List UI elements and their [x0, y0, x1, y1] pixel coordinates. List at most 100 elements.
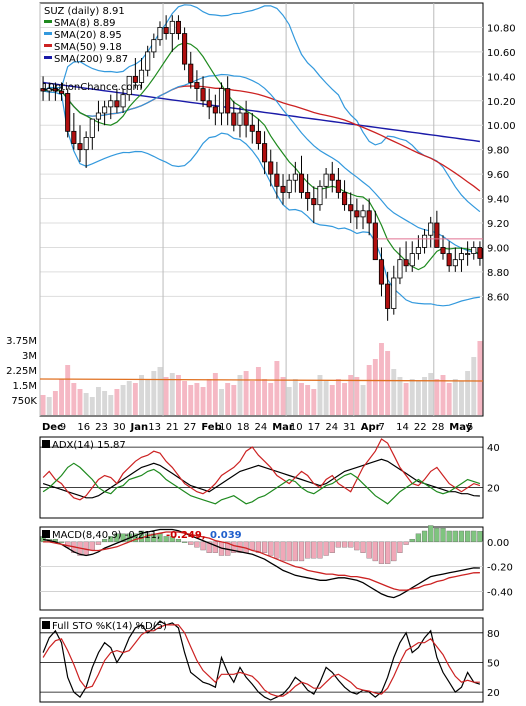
- price-tick-label: 10.80: [487, 23, 516, 34]
- date-tick-label: May: [449, 422, 472, 433]
- volume-bar: [311, 389, 317, 415]
- macd-histogram-bar: [280, 541, 286, 562]
- adx-series-1: [42, 438, 481, 501]
- candle-body: [212, 106, 218, 114]
- macd-histogram-bar: [458, 530, 465, 543]
- volume-bar: [317, 375, 323, 415]
- volume-bar: [132, 383, 138, 415]
- candle-body: [40, 88, 46, 92]
- volume-bar: [452, 379, 458, 415]
- candle-body: [434, 222, 440, 248]
- date-tick-label: 17: [308, 422, 321, 433]
- volume-bar: [471, 357, 477, 415]
- candle-body: [138, 69, 145, 83]
- candle-body: [225, 88, 231, 114]
- candle-body: [163, 27, 169, 34]
- candle-body: [342, 192, 348, 206]
- volume-bar: [225, 383, 231, 415]
- candle-body: [102, 106, 108, 114]
- candle-body: [65, 93, 71, 132]
- macd-histogram-bar: [434, 528, 440, 543]
- macd-histogram-bar: [188, 541, 194, 545]
- volume-bar: [182, 381, 188, 415]
- price-tick-label: 8.60: [487, 292, 509, 303]
- volume-bar: [237, 375, 243, 415]
- macd-histogram-bar: [231, 541, 237, 553]
- volume-bar: [446, 383, 452, 415]
- sma200-line: [42, 81, 481, 143]
- macd-histogram-bar: [372, 541, 378, 562]
- macd-histogram-bar: [397, 541, 403, 553]
- volume-bar: [65, 365, 71, 415]
- macd-histogram-bar: [138, 530, 145, 543]
- macd-histogram-bar: [151, 533, 157, 543]
- legend-label: SMA(200) 9.87: [54, 54, 128, 65]
- macd-histogram-bar: [169, 536, 175, 543]
- candle-body: [274, 173, 280, 187]
- chart-title: SUZ (daily) 8.91: [44, 6, 125, 17]
- candle-body: [385, 283, 391, 309]
- adx-tick-label: 20: [487, 484, 500, 495]
- candle-body: [169, 20, 175, 34]
- candle-body: [323, 173, 329, 187]
- volume-tick-label: 3M: [22, 351, 37, 362]
- candle-body: [120, 94, 126, 108]
- volume-bar: [114, 389, 120, 415]
- macd-histogram-bar: [409, 538, 415, 543]
- macd-frame: [39, 526, 484, 611]
- volume-bar: [428, 373, 434, 415]
- bollinger-upper-line: [42, 4, 481, 213]
- volume-bar: [342, 383, 348, 415]
- macd-histogram-bar: [261, 541, 268, 553]
- volume-bar: [249, 381, 255, 415]
- candle-body: [335, 179, 341, 193]
- macd-histogram-bar: [268, 541, 274, 556]
- volume-bar: [379, 343, 384, 415]
- candle-body: [421, 234, 428, 248]
- volume-bar: [206, 379, 212, 415]
- date-tick-label: Dec: [42, 422, 63, 433]
- price-tick-label: 9.40: [487, 195, 509, 206]
- date-tick-label: 18: [237, 422, 250, 433]
- macd-histogram-bar: [403, 541, 409, 545]
- macd-histogram-bar: [446, 530, 452, 543]
- volume-bar: [434, 379, 440, 415]
- legend-swatch: [44, 56, 52, 59]
- volume-bar: [354, 377, 360, 415]
- macd-histogram-bar: [477, 531, 483, 543]
- macd-histogram-bar: [391, 541, 397, 562]
- macd-histogram-bar: [378, 541, 385, 564]
- sto-series-1: [42, 624, 480, 697]
- candle-body: [188, 63, 194, 83]
- macd-histogram-bar: [58, 541, 65, 543]
- candle-body: [471, 247, 477, 254]
- macd-histogram-bar: [274, 541, 280, 559]
- volume-bar: [305, 385, 311, 415]
- candle-body: [262, 143, 268, 163]
- volume-bar: [83, 393, 89, 415]
- volume-bar: [403, 383, 409, 415]
- volume-bar: [46, 397, 52, 415]
- candle-body: [255, 130, 261, 144]
- date-tick-label: 21: [166, 422, 179, 433]
- volume-bar: [274, 361, 280, 415]
- sto-tick-label: 20: [487, 688, 500, 699]
- volume-bar: [194, 383, 200, 415]
- volume-bar: [169, 373, 175, 415]
- volume-bar: [280, 377, 286, 415]
- macd-histogram-bar: [95, 541, 102, 545]
- macd-legend-swatch: [42, 530, 50, 538]
- date-tick-label: 16: [77, 422, 90, 433]
- candle-body: [237, 112, 243, 126]
- price-tick-label: 10.60: [487, 48, 516, 59]
- legend-swatch: [44, 44, 52, 47]
- volume-bar: [348, 375, 354, 415]
- legend-label: SMA(50) 9.18: [54, 42, 122, 53]
- candle-body: [157, 27, 163, 41]
- candle-body: [108, 100, 114, 108]
- candle-body: [311, 198, 317, 206]
- volume-tick-label: 3.75M: [6, 336, 37, 347]
- candle-body: [403, 259, 409, 267]
